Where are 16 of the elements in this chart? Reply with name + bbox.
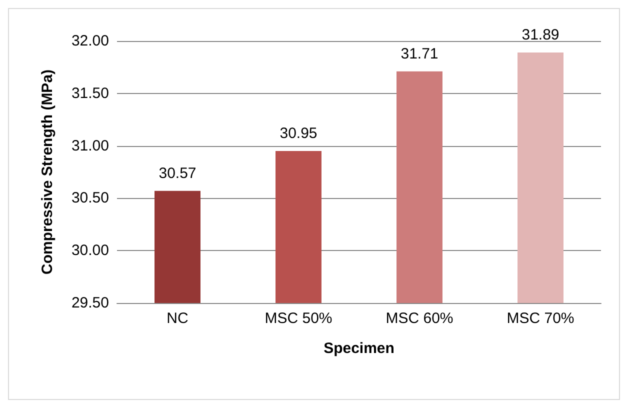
- x-tick-label: MSC 60%: [386, 310, 454, 327]
- y-tick-label: 31.50: [71, 84, 109, 102]
- data-label: 31.71: [400, 45, 438, 62]
- x-axis-title: Specimen: [324, 340, 394, 357]
- y-tick-label: 31.00: [71, 137, 109, 154]
- x-tick-label: NC: [166, 310, 188, 327]
- data-label: 31.89: [522, 26, 560, 44]
- x-tick-label: MSC 70%: [506, 310, 574, 327]
- y-tick-label: 30.00: [71, 242, 109, 260]
- y-tick-label: 30.50: [71, 190, 109, 207]
- y-tick-label: 32.00: [71, 32, 109, 50]
- y-axis-title: Compressive Strength (MPa): [39, 69, 56, 275]
- y-tick-label: 29.50: [71, 294, 109, 312]
- data-label: 30.57: [158, 164, 196, 182]
- x-tick-label: MSC 50%: [264, 310, 332, 327]
- data-label: 30.95: [280, 125, 318, 142]
